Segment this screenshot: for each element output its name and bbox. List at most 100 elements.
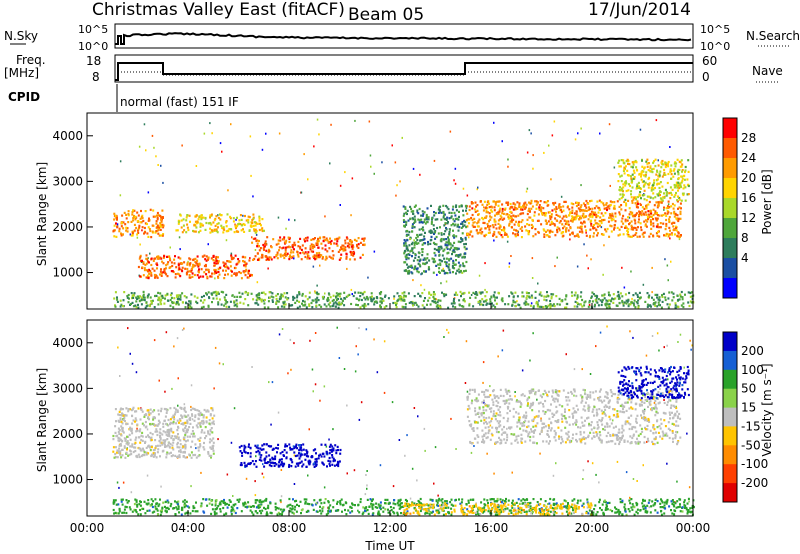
data-cell	[174, 276, 177, 279]
data-cell	[619, 193, 622, 196]
data-cell	[326, 239, 329, 242]
data-cell	[667, 297, 670, 300]
data-cell	[336, 244, 339, 247]
data-cell	[202, 419, 205, 422]
noise-speck	[613, 166, 616, 169]
data-cell	[259, 222, 261, 225]
data-cell	[363, 243, 366, 247]
data-cell	[507, 303, 510, 306]
data-cell	[462, 299, 465, 302]
data-cell	[682, 187, 685, 190]
noise-speck	[203, 132, 206, 135]
data-cell	[120, 420, 123, 423]
data-cell	[634, 202, 637, 205]
data-cell	[435, 243, 438, 246]
data-cell	[439, 306, 442, 309]
data-cell	[452, 259, 455, 262]
data-cell	[470, 216, 473, 220]
data-cell	[215, 255, 218, 259]
data-cell	[144, 420, 147, 424]
data-cell	[649, 393, 652, 396]
data-cell	[117, 436, 120, 439]
data-cell	[626, 219, 629, 222]
data-cell	[283, 300, 286, 303]
data-cell	[661, 295, 664, 298]
data-cell	[625, 189, 628, 193]
noise-speck	[538, 299, 540, 302]
data-cell	[470, 230, 473, 233]
data-cell	[550, 293, 553, 296]
data-cell	[428, 296, 431, 299]
data-cell	[597, 206, 600, 209]
data-cell	[462, 214, 465, 217]
data-cell	[188, 426, 191, 429]
data-cell	[648, 182, 651, 185]
data-cell	[421, 250, 424, 254]
data-cell	[206, 275, 209, 278]
data-cell	[676, 218, 679, 221]
data-cell	[509, 202, 512, 206]
noise-speck	[690, 348, 692, 351]
data-cell	[593, 232, 595, 235]
data-cell	[497, 212, 500, 215]
data-cell	[113, 224, 116, 227]
noise-speck	[399, 180, 401, 183]
data-cell	[155, 428, 158, 431]
data-cell	[446, 247, 449, 250]
data-cell	[151, 433, 154, 436]
data-cell	[205, 273, 208, 276]
data-cell	[325, 305, 328, 308]
data-cell	[590, 424, 592, 427]
data-cell	[120, 414, 123, 417]
data-cell	[529, 304, 532, 307]
data-cell	[352, 294, 355, 298]
data-cell	[209, 214, 212, 217]
data-cell	[491, 206, 494, 209]
data-cell	[262, 247, 265, 250]
data-cell	[604, 408, 607, 411]
data-cell	[296, 253, 299, 256]
noise-speck	[582, 478, 584, 480]
data-cell	[400, 296, 403, 299]
data-cell	[197, 265, 200, 268]
data-cell	[123, 291, 126, 294]
data-cell	[538, 410, 540, 413]
data-cell	[612, 434, 615, 437]
data-cell	[203, 271, 206, 274]
data-cell	[112, 438, 115, 441]
data-cell	[648, 195, 651, 198]
data-cell	[523, 302, 526, 305]
data-cell	[561, 420, 564, 423]
data-cell	[171, 435, 174, 438]
noise-speck	[666, 344, 668, 347]
data-cell	[565, 230, 567, 233]
data-cell	[482, 221, 485, 224]
noise-speck	[173, 345, 175, 348]
data-cell	[498, 226, 501, 229]
data-cell	[620, 180, 623, 183]
data-cell	[238, 222, 241, 225]
data-cell	[437, 247, 440, 250]
data-cell	[571, 294, 574, 297]
data-cell	[240, 229, 243, 232]
data-cell	[439, 239, 442, 242]
data-cell	[613, 226, 616, 229]
data-cell	[119, 443, 122, 446]
data-cell	[210, 223, 213, 226]
noise-speck	[637, 387, 639, 390]
data-cell	[244, 262, 247, 265]
data-cell	[335, 296, 338, 299]
data-cell	[636, 235, 639, 238]
noise-speck	[462, 187, 465, 190]
data-cell	[455, 204, 458, 207]
data-cell	[155, 445, 157, 448]
data-cell	[465, 226, 468, 229]
data-cell	[174, 435, 176, 438]
data-cell	[479, 228, 482, 231]
data-cell	[633, 171, 636, 174]
data-cell	[645, 199, 648, 202]
data-cell	[650, 187, 653, 190]
data-cell	[217, 292, 220, 295]
data-cell	[125, 451, 128, 454]
data-cell	[535, 415, 538, 418]
